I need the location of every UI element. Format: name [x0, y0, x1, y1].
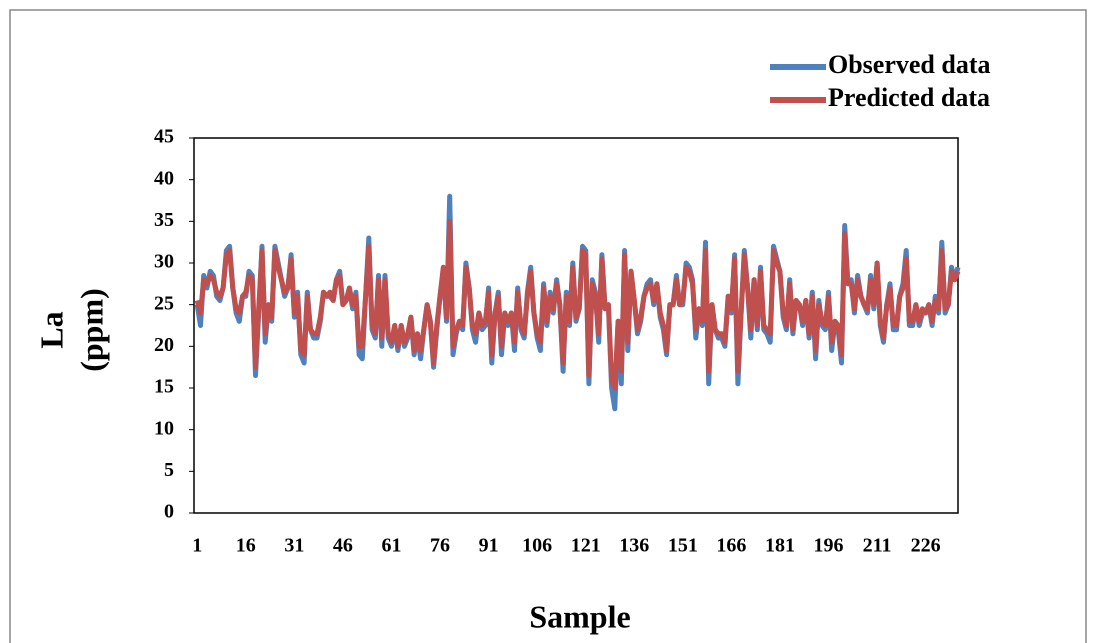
y-tick-label: 25: [154, 292, 174, 314]
y-axis-label: La: [33, 311, 69, 348]
y-tick-label: 40: [154, 167, 174, 189]
x-tick-label: 91: [479, 535, 499, 557]
x-tick-label: 136: [619, 535, 649, 557]
x-tick-label: 31: [284, 535, 304, 557]
y-tick-label: 30: [154, 251, 174, 273]
x-tick-label: 211: [863, 535, 892, 557]
x-tick-label: 226: [911, 535, 941, 557]
plot-area: [193, 137, 959, 514]
y-tick-label: 20: [154, 334, 174, 356]
x-axis-label: Sample: [529, 598, 630, 634]
y-tick-label: 5: [164, 459, 174, 481]
x-tick-label: 46: [333, 535, 353, 557]
x-tick-label: 106: [522, 535, 552, 557]
x-tick-label: 196: [814, 535, 844, 557]
x-tick-label: 166: [716, 535, 746, 557]
x-tick-label: 61: [381, 535, 401, 557]
x-tick-label: 76: [430, 535, 450, 557]
y-tick-label: 10: [154, 417, 174, 439]
y-tick-label: 15: [154, 376, 174, 398]
x-tick-label: 181: [765, 535, 795, 557]
y-tick-label: 45: [154, 126, 174, 148]
x-tick-label: 151: [668, 535, 698, 557]
y-tick-label: 35: [154, 209, 174, 231]
x-tick-label: 1: [192, 535, 202, 557]
x-tick-label: 121: [571, 535, 601, 557]
x-tick-label: 16: [236, 535, 256, 557]
data-line: [194, 218, 961, 391]
legend-label: Observed data: [828, 50, 991, 79]
legend-label: Predicted data: [828, 83, 990, 112]
y-axis-label: (ppm): [73, 288, 109, 372]
y-tick-label: 0: [164, 501, 174, 523]
